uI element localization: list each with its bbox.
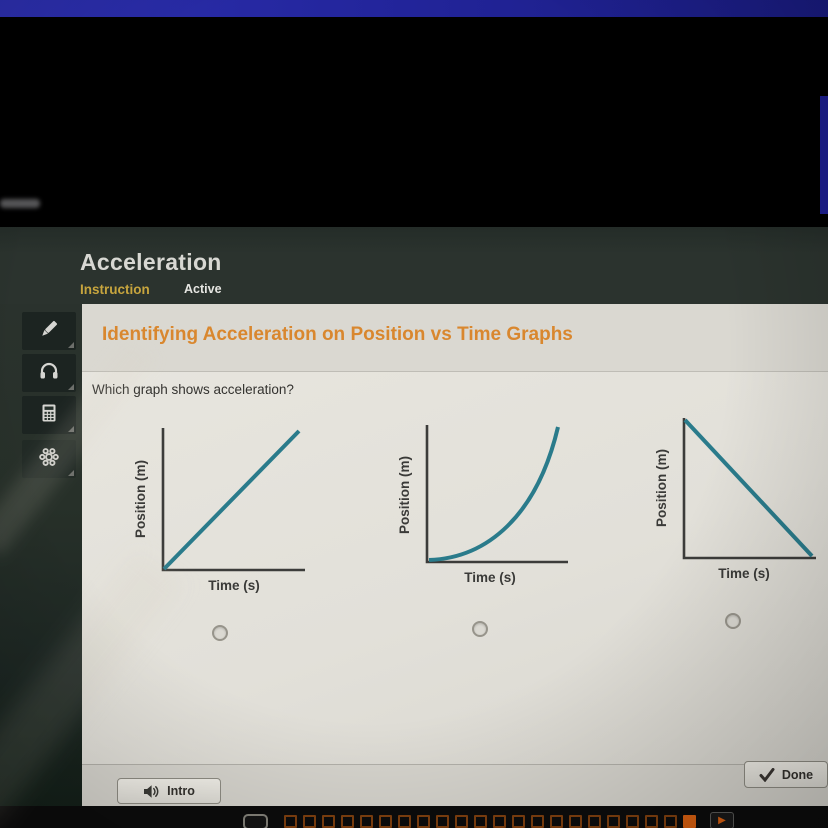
progress-segment[interactable]	[341, 815, 354, 828]
window-top-edge	[0, 0, 828, 17]
answer-radio-graph-b[interactable]	[472, 621, 488, 637]
progress-segment[interactable]	[683, 815, 696, 828]
position-time-graph-c: Position (m) Time (s)	[654, 418, 816, 581]
x-axis-label: Time (s)	[718, 566, 770, 581]
page-title: Identifying Acceleration on Position vs …	[102, 324, 573, 345]
app-header: Acceleration Instruction Active	[0, 227, 828, 304]
position-time-graph-b: Position (m) Time (s)	[397, 425, 568, 585]
progress-segment[interactable]	[436, 815, 449, 828]
next-button[interactable]: ▶	[710, 812, 734, 828]
y-axis-label: Position (m)	[397, 456, 412, 534]
sidebar-item-audio[interactable]	[22, 354, 76, 392]
progress-start-button[interactable]	[243, 814, 268, 828]
answer-radio-graph-c[interactable]	[725, 613, 741, 629]
atom-icon	[36, 444, 62, 475]
progress-segment[interactable]	[493, 815, 506, 828]
window-right-edge	[820, 96, 828, 214]
progress-segment[interactable]	[303, 815, 316, 828]
lesson-title: Acceleration	[80, 249, 222, 275]
progress-segment[interactable]	[360, 815, 373, 828]
progress-segment[interactable]	[398, 815, 411, 828]
photo-smudge	[0, 199, 40, 208]
question-header-band: Identifying Acceleration on Position vs …	[82, 304, 828, 372]
question-text: Which graph shows acceleration?	[92, 382, 294, 397]
speaker-icon	[143, 784, 160, 799]
progress-segment[interactable]	[664, 815, 677, 828]
question-footer: Intro Done	[82, 761, 828, 807]
tab-instruction[interactable]: Instruction	[80, 282, 150, 297]
progress-segment[interactable]	[455, 815, 468, 828]
progress-segment[interactable]	[417, 815, 430, 828]
headphones-icon	[37, 359, 61, 388]
position-time-graph-a: Position (m) Time (s)	[133, 428, 305, 593]
progress-segment[interactable]	[569, 815, 582, 828]
progress-segment[interactable]	[607, 815, 620, 828]
progress-segment[interactable]	[512, 815, 525, 828]
x-axis-label: Time (s)	[464, 570, 516, 585]
pencil-icon	[37, 317, 61, 346]
answer-radio-graph-a[interactable]	[212, 625, 228, 641]
progress-bar: ▶	[0, 806, 828, 828]
progress-segment[interactable]	[531, 815, 544, 828]
tab-active[interactable]: Active	[184, 282, 222, 296]
play-arrow-icon: ▶	[718, 815, 726, 826]
y-axis-label: Position (m)	[133, 460, 148, 538]
sidebar-item-reference[interactable]	[22, 440, 76, 478]
sidebar-item-calculator[interactable]	[22, 396, 76, 434]
progress-segment[interactable]	[379, 815, 392, 828]
intro-button[interactable]: Intro	[117, 778, 221, 804]
progress-segment[interactable]	[474, 815, 487, 828]
y-axis-label: Position (m)	[654, 449, 669, 527]
done-button-label: Done	[781, 767, 814, 782]
done-button[interactable]: Done	[744, 761, 828, 788]
checkmark-icon	[759, 767, 775, 782]
calculator-icon	[37, 401, 61, 430]
progress-segment[interactable]	[626, 815, 639, 828]
intro-button-label: Intro	[167, 784, 195, 798]
progress-segment[interactable]	[550, 815, 563, 828]
sidebar-item-notes[interactable]	[22, 312, 76, 350]
progress-segment[interactable]	[322, 815, 335, 828]
progress-segment[interactable]	[588, 815, 601, 828]
x-axis-label: Time (s)	[208, 578, 260, 593]
progress-segment[interactable]	[284, 815, 297, 828]
progress-segment[interactable]	[645, 815, 658, 828]
progress-segments	[284, 815, 696, 828]
